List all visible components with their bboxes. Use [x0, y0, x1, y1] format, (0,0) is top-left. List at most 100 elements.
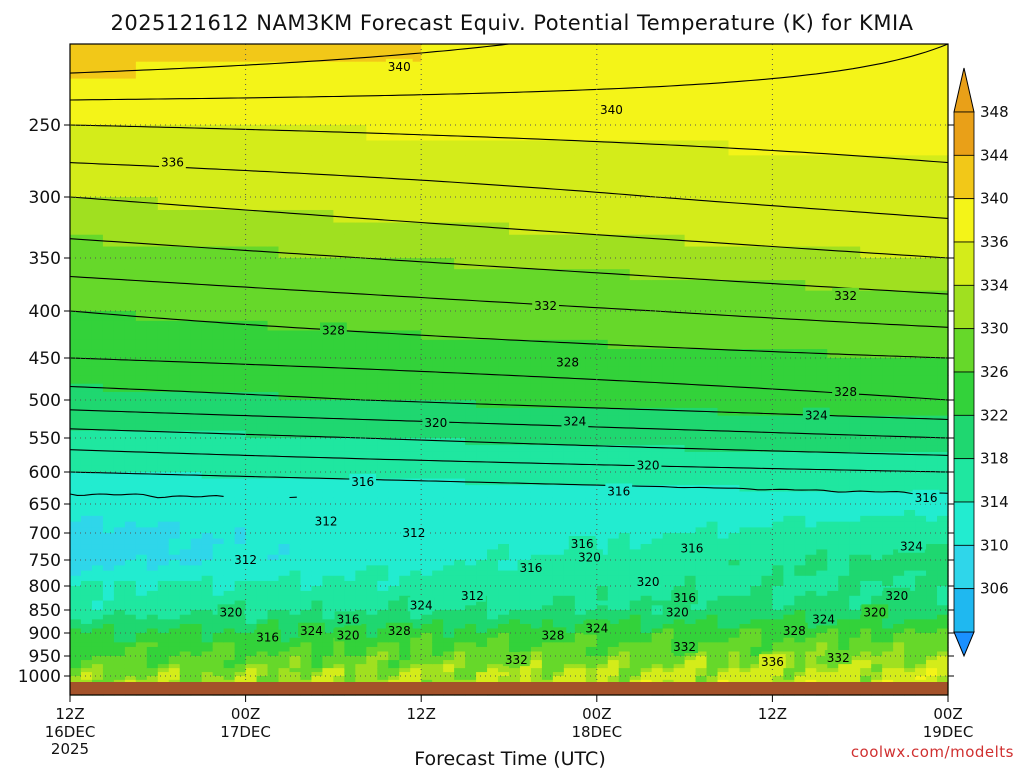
- theta-e-cell: [695, 125, 708, 142]
- theta-e-cell: [432, 366, 444, 376]
- theta-e-cell: [706, 290, 719, 302]
- theta-e-cell: [366, 515, 378, 523]
- theta-e-cell: [695, 570, 708, 577]
- theta-e-cell: [706, 423, 719, 432]
- theta-e-cell: [223, 140, 236, 156]
- theta-e-cell: [190, 366, 203, 376]
- theta-e-cell: [399, 575, 411, 582]
- theta-e-cell: [509, 628, 521, 634]
- theta-e-cell: [80, 320, 93, 332]
- theta-e-cell: [618, 560, 631, 566]
- theta-e-cell: [530, 465, 543, 473]
- theta-e-cell: [256, 575, 269, 582]
- theta-e-cell: [223, 623, 236, 630]
- theta-e-cell: [179, 246, 192, 259]
- theta-e-cell: [355, 183, 367, 198]
- theta-e-cell: [135, 349, 148, 359]
- theta-e-cell: [234, 391, 247, 401]
- theta-e-cell: [388, 565, 400, 572]
- theta-e-cell: [695, 676, 708, 681]
- theta-e-cell: [662, 61, 675, 80]
- theta-e-cell: [563, 465, 576, 473]
- theta-e-cell: [190, 544, 203, 551]
- theta-e-cell: [607, 637, 620, 643]
- theta-e-cell: [102, 125, 115, 142]
- theta-e-cell: [168, 300, 181, 312]
- theta-e-cell: [530, 664, 543, 669]
- theta-e-cell: [530, 320, 543, 332]
- theta-e-cell: [519, 521, 532, 528]
- theta-e-cell: [596, 438, 609, 446]
- theta-e-cell: [399, 672, 411, 677]
- theta-e-cell: [662, 554, 675, 561]
- theta-e-cell: [509, 61, 521, 80]
- theta-e-cell: [278, 590, 291, 597]
- theta-e-cell: [70, 672, 82, 677]
- theta-e-cell: [519, 61, 532, 80]
- theta-e-cell: [706, 169, 719, 185]
- theta-e-cell: [684, 586, 697, 592]
- theta-e-cell: [552, 619, 565, 625]
- theta-e-cell: [509, 234, 521, 248]
- theta-e-cell: [289, 628, 302, 634]
- theta-e-cell: [256, 125, 269, 142]
- theta-e-cell: [552, 383, 565, 393]
- theta-e-cell: [541, 407, 554, 417]
- theta-e-cell: [366, 269, 378, 281]
- theta-e-cell: [476, 619, 488, 625]
- theta-e-cell: [245, 407, 258, 417]
- theta-e-cell: [421, 430, 433, 439]
- theta-e-cell: [662, 586, 675, 592]
- theta-e-cell: [201, 651, 214, 657]
- theta-e-cell: [651, 656, 664, 661]
- theta-e-cell: [541, 400, 554, 409]
- theta-e-cell: [322, 465, 334, 473]
- theta-e-cell: [124, 509, 137, 517]
- theta-e-cell: [124, 623, 137, 630]
- theta-e-cell: [256, 280, 269, 292]
- theta-e-cell: [476, 383, 488, 393]
- theta-e-cell: [366, 565, 378, 572]
- theta-e-cell: [377, 619, 389, 625]
- theta-e-cell: [585, 94, 598, 111]
- theta-e-cell: [124, 78, 137, 96]
- theta-e-cell: [146, 280, 159, 292]
- theta-e-cell: [388, 619, 400, 625]
- theta-e-cell: [706, 538, 719, 545]
- theta-e-cell: [487, 610, 499, 616]
- theta-e-cell: [70, 646, 82, 653]
- theta-e-cell: [421, 478, 433, 486]
- theta-e-cell: [267, 234, 280, 248]
- theta-e-cell: [344, 580, 356, 587]
- theta-e-cell: [607, 458, 620, 467]
- theta-e-cell: [410, 94, 422, 111]
- theta-e-cell: [135, 375, 148, 385]
- theta-e-cell: [498, 646, 510, 653]
- theta-e-cell: [509, 445, 521, 453]
- theta-e-cell: [574, 637, 587, 643]
- theta-e-cell: [530, 605, 543, 611]
- theta-e-cell: [256, 183, 269, 198]
- theta-e-cell: [201, 391, 214, 401]
- theta-e-cell: [135, 478, 148, 486]
- theta-e-cell: [223, 383, 236, 393]
- theta-e-cell: [322, 451, 334, 460]
- theta-e-cell: [146, 676, 159, 681]
- theta-e-cell: [300, 311, 313, 322]
- theta-e-cell: [509, 197, 521, 211]
- theta-e-cell: [618, 415, 631, 424]
- theta-e-cell: [487, 651, 499, 657]
- theta-e-cell: [234, 445, 247, 453]
- theta-e-cell: [70, 504, 82, 511]
- theta-e-cell: [421, 234, 433, 248]
- theta-e-cell: [91, 544, 104, 551]
- theta-e-cell: [399, 509, 411, 517]
- theta-e-cell: [388, 672, 400, 677]
- theta-e-cell: [541, 521, 554, 528]
- theta-e-cell: [355, 44, 367, 63]
- theta-e-cell: [432, 258, 444, 270]
- theta-e-cell: [102, 269, 115, 281]
- theta-e-cell: [399, 407, 411, 417]
- theta-e-cell: [311, 478, 324, 486]
- theta-e-cell: [509, 269, 521, 281]
